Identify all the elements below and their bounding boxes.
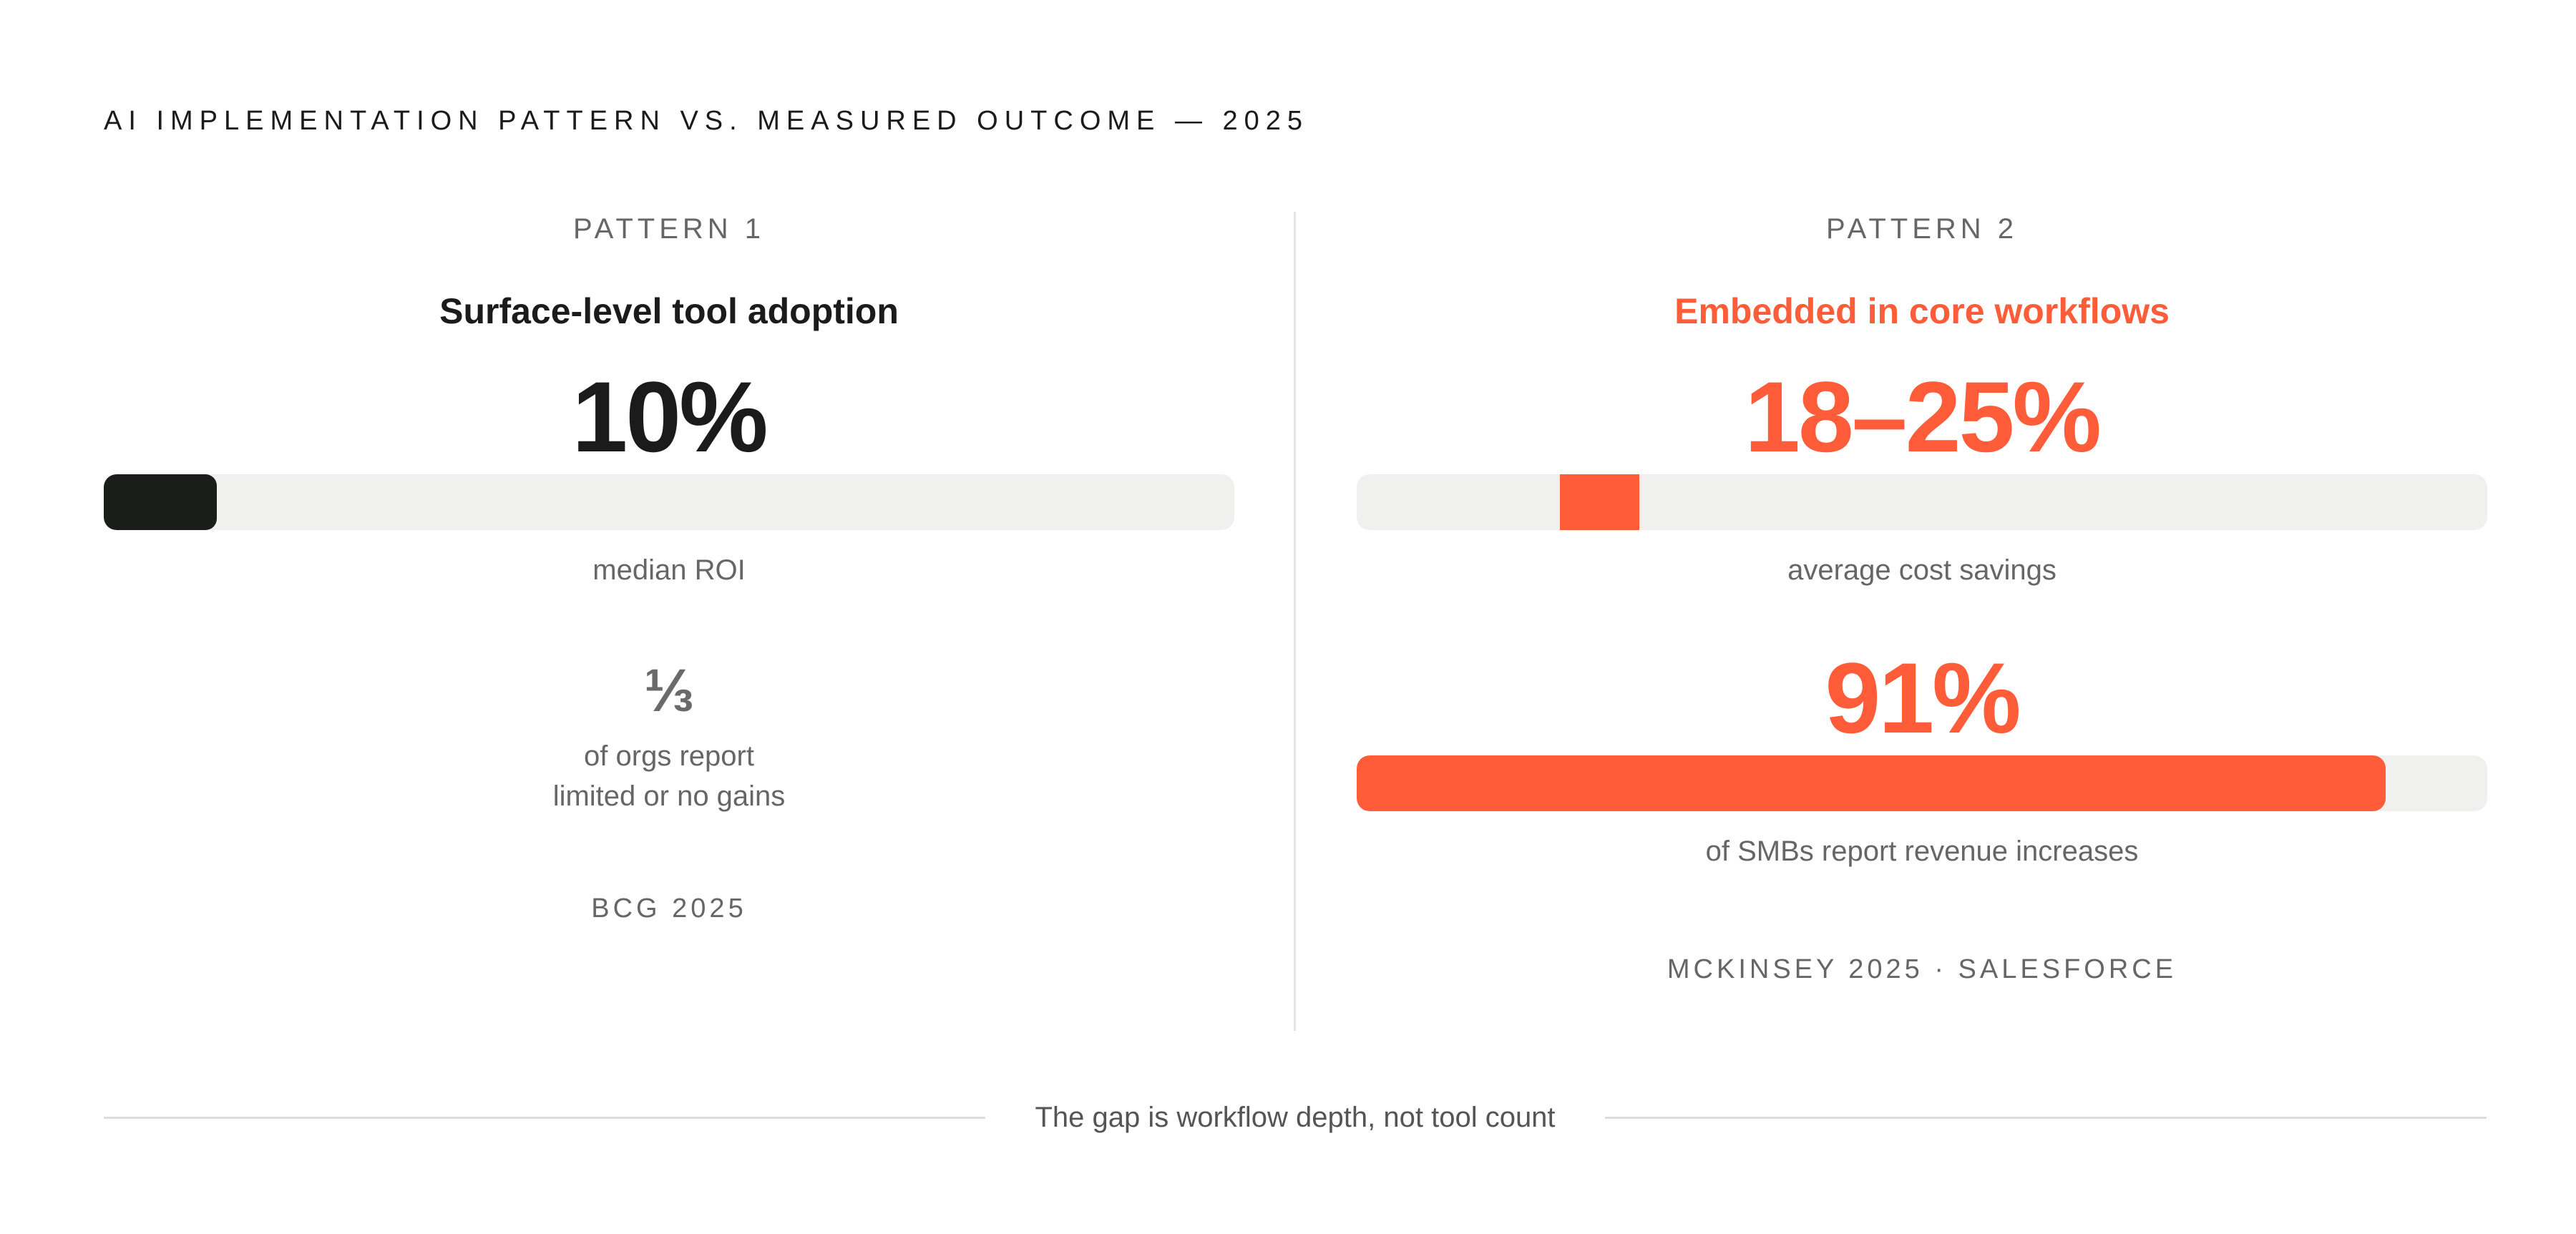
one-third-value: ⅓ [643,657,695,724]
limited-gains-caption: of orgs report limited or no gains [552,740,786,812]
revenue-increase-bar-track [1357,755,2487,811]
median-roi-bar-fill [104,474,217,530]
pattern-1-median-roi-value: 10% [572,361,768,473]
footnote-rule-right [1605,1117,2487,1119]
cost-savings-caption: average cost savings [1787,554,2057,586]
column-divider [1294,212,1296,1031]
cost-savings-bar-track [1357,474,2487,530]
pattern-1-label: PATTERN 1 [572,213,766,245]
chart-title: AI IMPLEMENTATION PATTERN VS. MEASURED O… [104,106,1309,136]
pattern-2-source: MCKINSEY 2025 · SALESFORCE [1667,954,2177,984]
cost-savings-bar-fill [1560,474,1639,530]
median-roi-bar-track [104,474,1234,530]
footnote-rule-left [104,1117,985,1119]
footnote-text: The gap is workflow depth, not tool coun… [1035,1102,1556,1133]
revenue-increase-caption: of SMBs report revenue increases [1705,836,2139,867]
median-roi-caption: median ROI [592,554,746,586]
pattern-1-title: Surface-level tool adoption [439,291,899,331]
pattern-1-column: PATTERN 1 Surface-level tool adoption 10… [104,207,1234,924]
cost-savings-value: 18–25% [1745,361,2102,473]
footnote: The gap is workflow depth, not tool coun… [104,1096,2487,1139]
pattern-2-label: PATTERN 2 [1825,213,2019,245]
pattern-2-title: Embedded in core workflows [1674,291,2170,331]
revenue-increase-value: 91% [1825,642,2021,754]
revenue-increase-bar-fill [1357,755,2386,811]
pattern-1-source: BCG 2025 [591,893,747,924]
pattern-2-column: PATTERN 2 Embedded in core workflows 18–… [1357,207,2487,985]
